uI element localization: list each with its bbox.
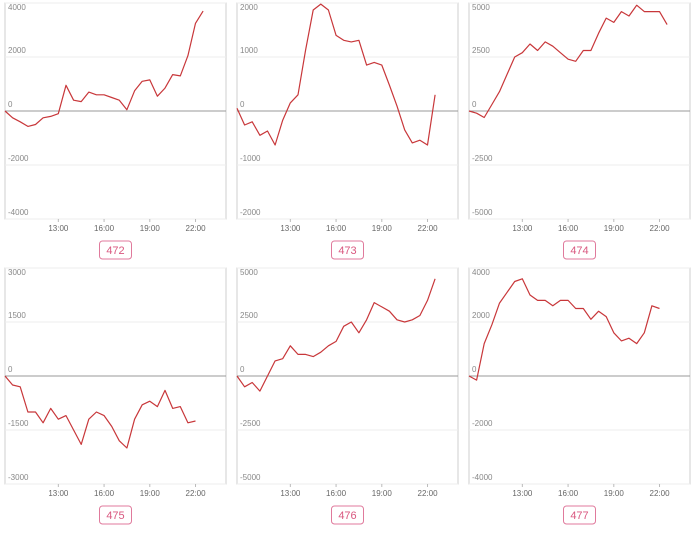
chart-panel: -4000 -2000 0 2000 4000 13:00 16:00 19:00 22:00 4… <box>468 267 691 525</box>
y-tick-label: 3000 <box>8 268 26 277</box>
x-tick-label: 13:00 <box>48 224 69 233</box>
y-tick-label: -2000 <box>472 419 493 428</box>
y-tick-label: 2000 <box>240 3 258 12</box>
chart-panel: -4000 -2000 0 2000 4000 13:00 16:00 19:00 22:00 4… <box>4 2 227 260</box>
x-tick-label: 19:00 <box>604 489 625 498</box>
x-tick-label: 13:00 <box>48 489 69 498</box>
chart-panel: -2000 -1000 0 1000 2000 13:00 16:00 19:00 22:00 4… <box>236 2 459 260</box>
y-tick-label: 2500 <box>240 311 258 320</box>
x-tick-label: 13:00 <box>280 489 301 498</box>
data-line <box>468 278 660 381</box>
chart-title: 474 <box>570 245 588 257</box>
x-tick-label: 13:00 <box>280 224 301 233</box>
chart-panel: -5000 -2500 0 2500 5000 13:00 16:00 19:00 22:00 4… <box>236 267 459 525</box>
data-line <box>4 375 196 449</box>
x-tick-label: 19:00 <box>604 224 625 233</box>
y-tick-label: 0 <box>472 100 477 109</box>
data-line <box>236 3 436 146</box>
chart-panel: -5000 -2500 0 2500 5000 13:00 16:00 19:00 22:00 4… <box>468 2 691 260</box>
y-tick-label: -1500 <box>8 419 29 428</box>
x-tick-label: 16:00 <box>94 224 115 233</box>
x-tick-label: 19:00 <box>372 224 393 233</box>
x-tick-label: 16:00 <box>94 489 115 498</box>
y-tick-label: -4000 <box>8 208 29 217</box>
y-tick-label: -3000 <box>8 473 29 482</box>
y-tick-label: 0 <box>240 365 245 374</box>
x-tick-label: 22:00 <box>650 489 671 498</box>
y-tick-label: 1000 <box>240 46 258 55</box>
y-tick-label: -2000 <box>8 154 29 163</box>
y-tick-label: 0 <box>8 365 13 374</box>
y-tick-label: -5000 <box>472 208 493 217</box>
x-tick-label: 13:00 <box>512 489 533 498</box>
y-tick-label: -2000 <box>240 208 261 217</box>
y-tick-label: -5000 <box>240 473 261 482</box>
x-tick-label: 19:00 <box>140 489 161 498</box>
x-tick-label: 16:00 <box>326 489 347 498</box>
x-tick-label: 22:00 <box>418 489 439 498</box>
x-tick-label: 22:00 <box>650 224 671 233</box>
title-box <box>331 240 364 260</box>
x-tick-label: 16:00 <box>326 224 347 233</box>
x-tick-label: 16:00 <box>558 224 579 233</box>
chart-title: 473 <box>338 245 356 257</box>
x-tick-label: 22:00 <box>186 224 207 233</box>
data-line <box>468 4 668 119</box>
data-line <box>4 10 204 128</box>
y-tick-label: 2000 <box>472 311 490 320</box>
x-tick-label: 16:00 <box>558 489 579 498</box>
y-tick-label: -4000 <box>472 473 493 482</box>
y-tick-label: 4000 <box>472 268 490 277</box>
x-tick-label: 22:00 <box>418 224 439 233</box>
y-tick-label: 0 <box>240 100 245 109</box>
x-tick-label: 13:00 <box>512 224 533 233</box>
chart-title: 476 <box>338 510 356 522</box>
y-tick-label: 2000 <box>8 46 26 55</box>
y-tick-label: 5000 <box>472 3 490 12</box>
x-tick-label: 19:00 <box>372 489 393 498</box>
chart-panel: -3000 -1500 0 1500 3000 13:00 16:00 19:00 22:00 4… <box>4 267 227 525</box>
chart-title: 475 <box>106 510 124 522</box>
x-tick-label: 22:00 <box>186 489 207 498</box>
y-tick-label: 0 <box>472 365 477 374</box>
title-box <box>99 505 132 525</box>
title-box <box>331 505 364 525</box>
title-box <box>563 240 596 260</box>
title-box <box>99 240 132 260</box>
y-tick-label: 0 <box>8 100 13 109</box>
x-tick-label: 19:00 <box>140 224 161 233</box>
title-box <box>563 505 596 525</box>
chart-title: 477 <box>570 510 588 522</box>
y-tick-label: -1000 <box>240 154 261 163</box>
y-tick-label: 2500 <box>472 46 490 55</box>
y-tick-label: 4000 <box>8 3 26 12</box>
y-tick-label: -2500 <box>240 419 261 428</box>
chart-title: 472 <box>106 245 124 257</box>
y-tick-label: 5000 <box>240 268 258 277</box>
data-line <box>236 278 436 392</box>
y-tick-label: -2500 <box>472 154 493 163</box>
y-tick-label: 1500 <box>8 311 26 320</box>
